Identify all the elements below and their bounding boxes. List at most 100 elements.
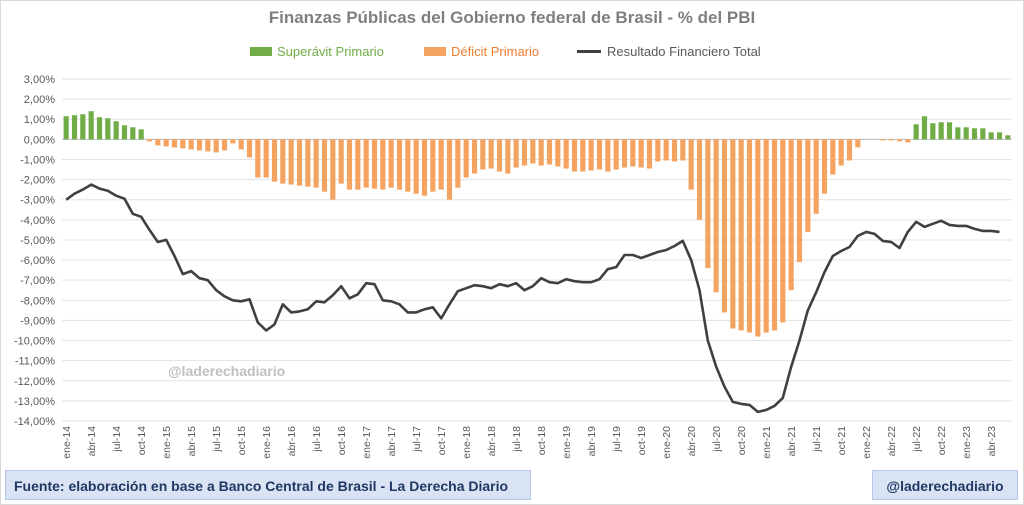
legend-item-resultado: Resultado Financiero Total xyxy=(577,44,761,59)
bar xyxy=(671,139,678,162)
bar xyxy=(413,139,419,194)
bar xyxy=(271,139,278,182)
x-tick-label: abr-20 xyxy=(686,426,698,457)
bar xyxy=(88,111,94,140)
x-tick-label: jul-16 xyxy=(311,426,323,453)
bar xyxy=(138,129,144,140)
bar xyxy=(538,139,544,166)
x-tick-label: ene-14 xyxy=(61,426,73,459)
bar xyxy=(113,121,119,140)
x-tick-label: ene-20 xyxy=(661,426,673,459)
y-tick-label: 2,00% xyxy=(24,94,55,106)
y-tick-label: -5,00% xyxy=(20,235,55,247)
chart-legend: Superávit Primario Déficit Primario Resu… xyxy=(0,44,1024,62)
bar xyxy=(963,127,969,140)
legend-swatch-resultado xyxy=(577,50,601,53)
bar xyxy=(546,139,553,165)
bar xyxy=(946,122,953,140)
x-tick-label: oct-16 xyxy=(336,426,348,455)
bar xyxy=(688,139,694,190)
x-tick-label: jul-19 xyxy=(611,426,623,453)
bar xyxy=(580,139,586,172)
bar xyxy=(705,139,711,269)
bar xyxy=(430,139,436,192)
x-tick-label: abr-21 xyxy=(786,426,798,457)
bar xyxy=(480,139,486,170)
y-tick-label: 1,00% xyxy=(24,114,55,126)
x-tick-label: oct-20 xyxy=(736,426,748,455)
bar xyxy=(255,139,261,178)
bar xyxy=(421,139,428,196)
bar xyxy=(371,139,378,189)
x-tick-label: oct-19 xyxy=(636,426,648,455)
bar xyxy=(313,139,319,188)
bar xyxy=(938,122,944,140)
bar xyxy=(405,139,411,192)
legend-label-resultado: Resultado Financiero Total xyxy=(607,44,761,59)
legend-swatch-deficit xyxy=(424,47,446,56)
bar xyxy=(813,139,819,214)
y-tick-label: -2,00% xyxy=(20,175,55,187)
bar xyxy=(563,139,569,169)
bar xyxy=(913,124,919,140)
x-tick-label: ene-19 xyxy=(561,426,573,459)
x-tick-label: ene-17 xyxy=(361,426,373,459)
x-tick-label: ene-21 xyxy=(761,426,773,459)
bars xyxy=(63,111,1011,337)
x-tick-label: jul-22 xyxy=(911,426,923,453)
x-tick-label: abr-19 xyxy=(586,426,598,457)
legend-item-superavit: Superávit Primario xyxy=(250,44,384,59)
bar xyxy=(288,139,294,185)
bar xyxy=(305,139,311,187)
x-tick-label: abr-18 xyxy=(486,426,498,457)
legend-label-superavit: Superávit Primario xyxy=(277,44,384,59)
bar xyxy=(346,139,353,190)
bar xyxy=(713,139,719,293)
bar xyxy=(188,139,194,150)
grid xyxy=(62,78,1012,422)
bar xyxy=(238,139,244,150)
y-tick-label: -7,00% xyxy=(20,275,55,287)
bar xyxy=(780,139,786,323)
x-axis: ene-14 abr-14 jul-14 oct-14 ene-15 abr-15 jul-… xyxy=(61,426,998,459)
x-tick-label: jul-15 xyxy=(211,426,223,453)
bar xyxy=(721,139,728,313)
y-tick-label: -14,00% xyxy=(14,416,55,428)
bar xyxy=(746,139,753,333)
y-tick-label: -8,00% xyxy=(20,295,55,307)
x-tick-label: oct-21 xyxy=(836,426,848,455)
x-tick-label: jul-14 xyxy=(111,426,123,453)
bar xyxy=(655,139,661,162)
x-tick-label: abr-15 xyxy=(186,426,198,457)
bar xyxy=(605,139,611,172)
line-resultado-financiero xyxy=(65,183,1000,414)
bar xyxy=(896,139,903,142)
y-tick-label: -11,00% xyxy=(15,356,55,368)
y-tick-label: -10,00% xyxy=(14,336,55,348)
bar xyxy=(363,139,369,188)
bar xyxy=(130,127,136,140)
y-tick-label: 0,00% xyxy=(24,134,55,146)
footer-handle: @laderechadiario xyxy=(872,470,1018,500)
y-tick-label: -12,00% xyxy=(14,376,55,388)
bar xyxy=(246,139,253,158)
bar xyxy=(163,139,169,147)
bar xyxy=(680,139,686,161)
bar xyxy=(205,139,211,152)
x-tick-label: oct-18 xyxy=(536,426,548,455)
y-axis: 3,00% 2,00% 1,00% 0,00% -1,00% -2,00% -3,00% -4… xyxy=(14,74,55,428)
bar xyxy=(296,139,303,186)
y-tick-label: 3,00% xyxy=(24,74,55,86)
y-tick-label: -1,00% xyxy=(20,154,55,166)
bar xyxy=(571,139,578,172)
bar xyxy=(463,139,469,178)
legend-item-deficit: Déficit Primario xyxy=(424,44,539,59)
watermark: @laderechadiario xyxy=(168,363,286,379)
bar xyxy=(980,128,986,140)
bar xyxy=(921,116,928,140)
bar xyxy=(905,139,911,143)
x-tick-label: jul-17 xyxy=(411,426,423,453)
bar xyxy=(330,139,336,200)
bar xyxy=(396,139,403,190)
